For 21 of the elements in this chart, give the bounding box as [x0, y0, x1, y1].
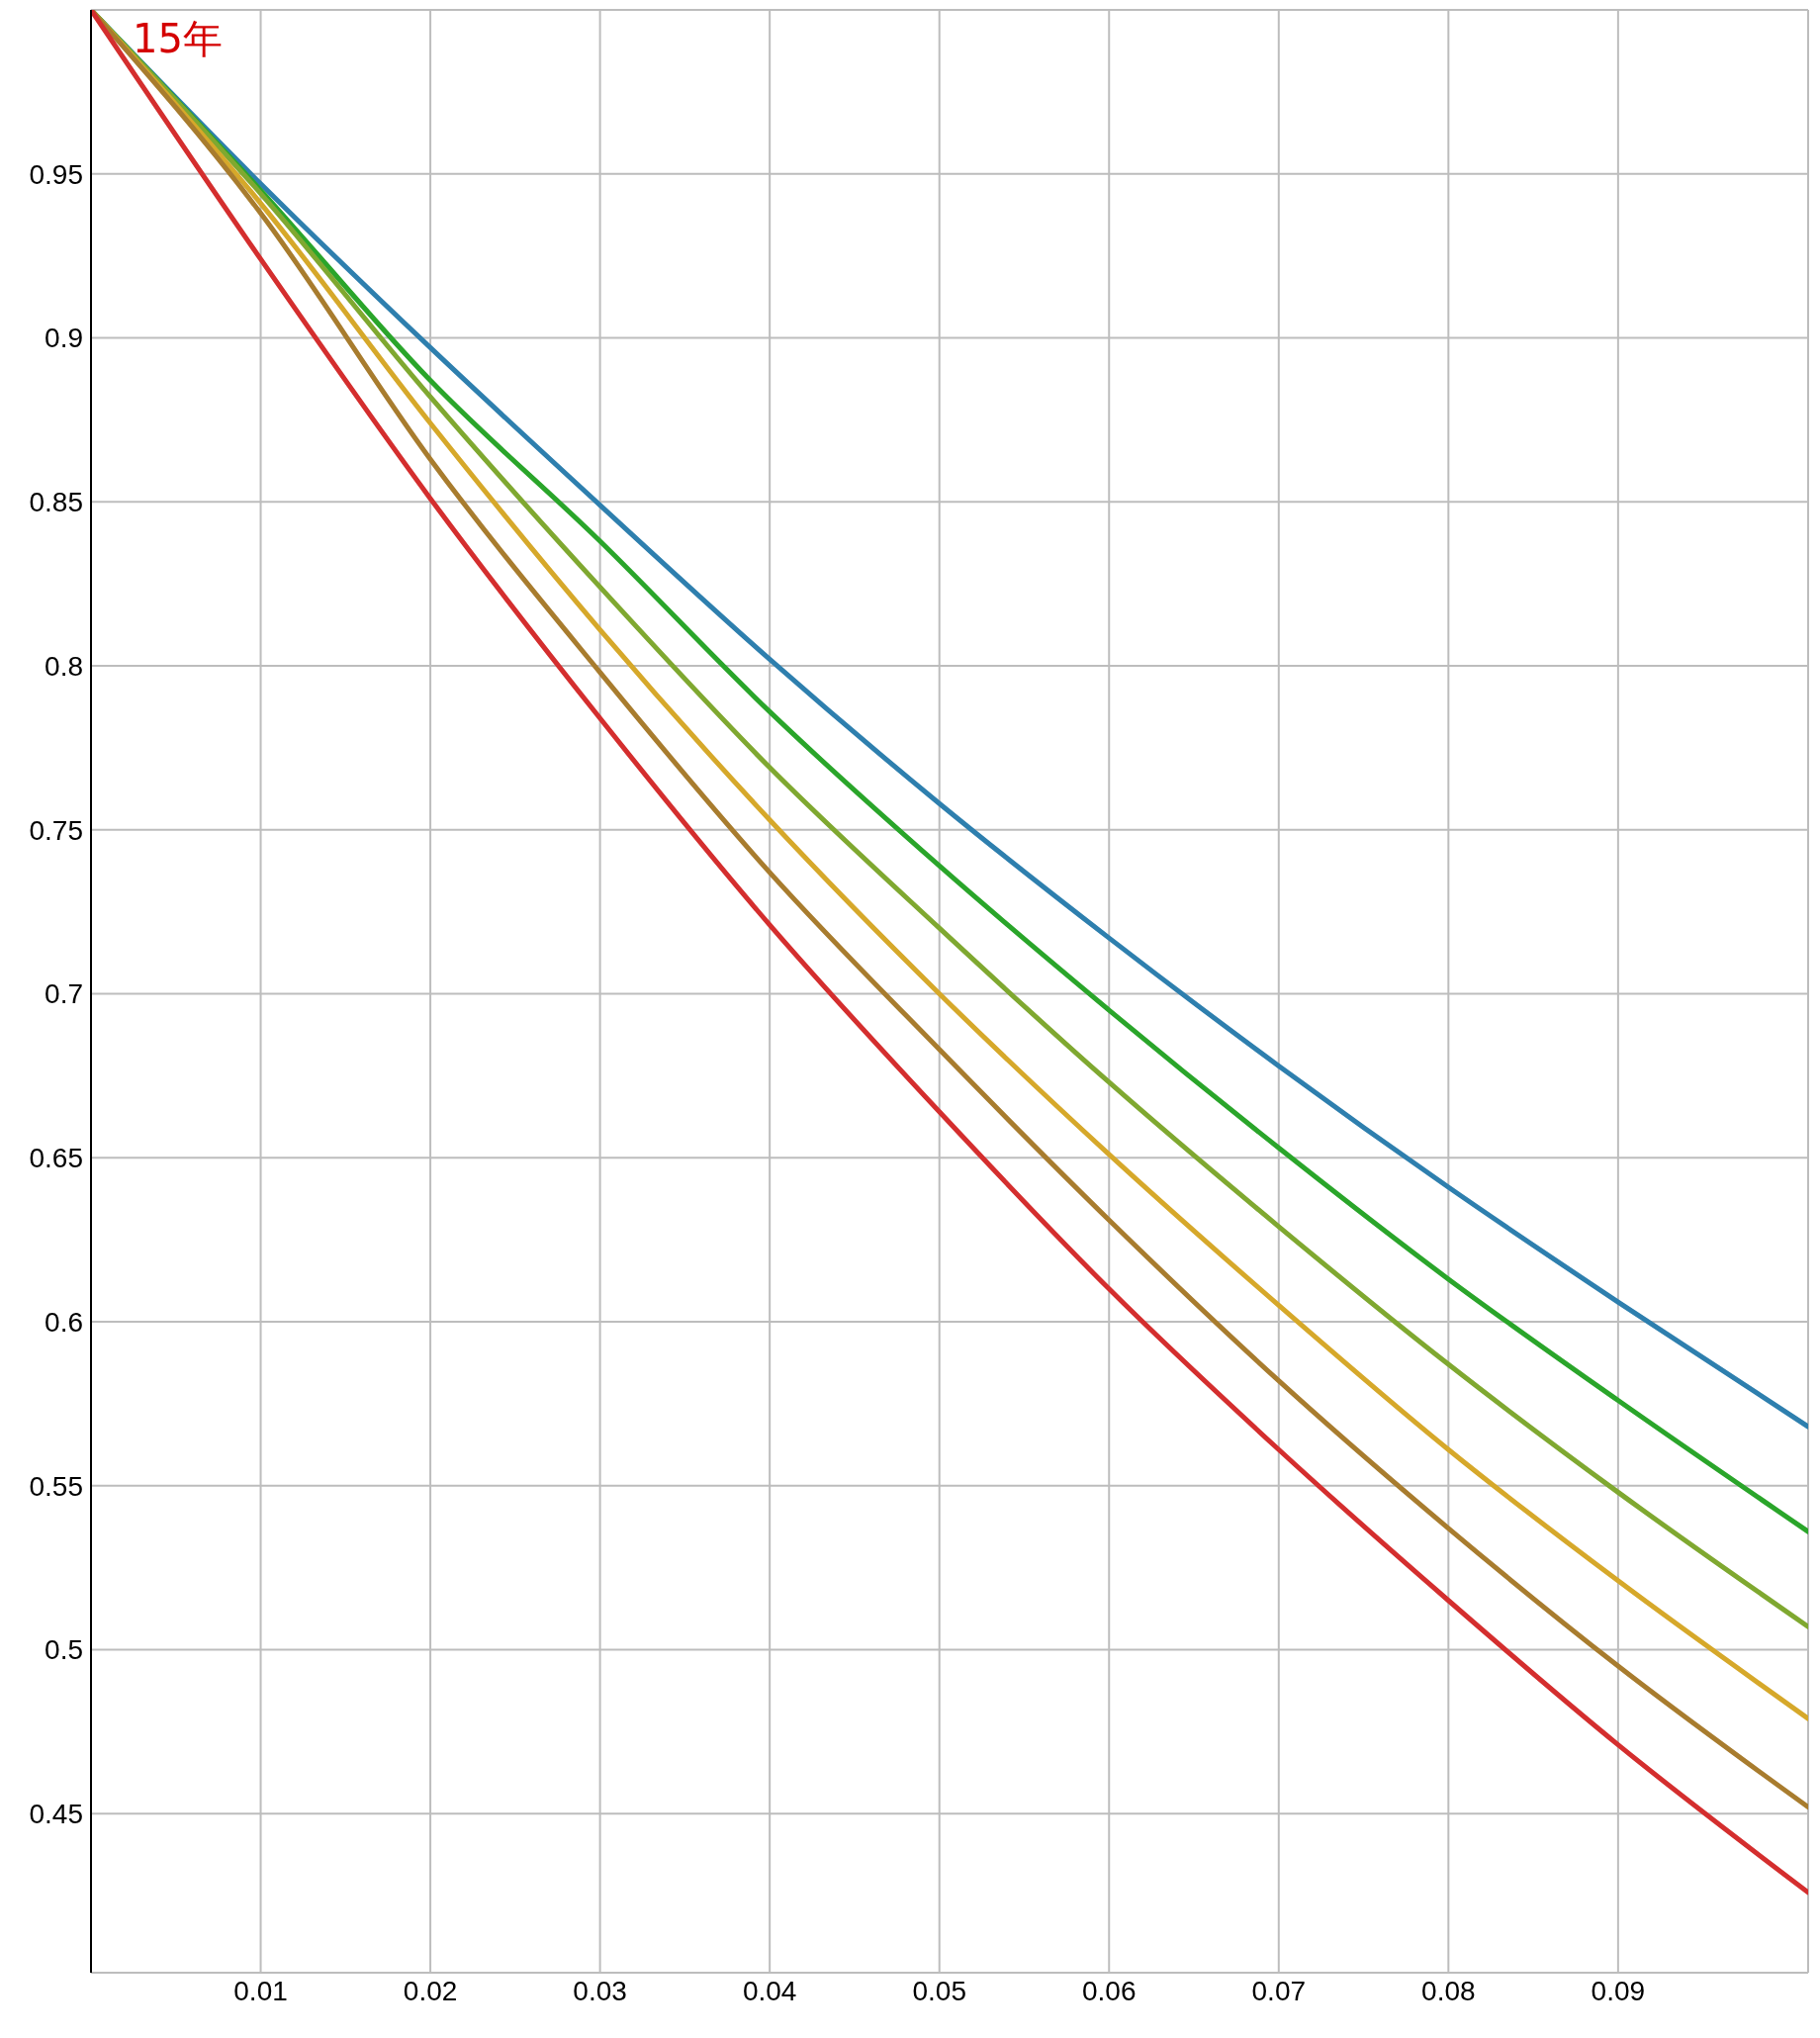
- x-tick-label: 0.07: [1251, 1975, 1307, 2006]
- y-tick-label: 0.85: [29, 487, 83, 518]
- y-tick-label: 0.9: [45, 323, 83, 354]
- y-tick-label: 0.65: [29, 1143, 83, 1174]
- y-tick-label: 0.5: [45, 1634, 83, 1666]
- y-tick-label: 0.7: [45, 978, 83, 1010]
- y-tick-label: 0.55: [29, 1470, 83, 1502]
- x-tick-label: 0.08: [1421, 1975, 1476, 2006]
- y-tick-label: 0.6: [45, 1306, 83, 1338]
- x-tick-label: 0.09: [1591, 1975, 1646, 2006]
- y-tick-label: 0.75: [29, 814, 83, 846]
- x-tick-label: 0.02: [403, 1975, 458, 2006]
- y-tick-label: 0.45: [29, 1799, 83, 1830]
- x-tick-label: 0.03: [573, 1975, 627, 2006]
- y-tick-label: 0.8: [45, 650, 83, 682]
- y-tick-label: 0.95: [29, 158, 83, 190]
- annotation: 15年: [133, 15, 223, 63]
- x-tick-label: 0.06: [1082, 1975, 1137, 2006]
- x-tick-label: 0.04: [742, 1975, 797, 2006]
- x-tick-label: 0.01: [233, 1975, 288, 2006]
- x-tick-label: 0.05: [912, 1975, 966, 2006]
